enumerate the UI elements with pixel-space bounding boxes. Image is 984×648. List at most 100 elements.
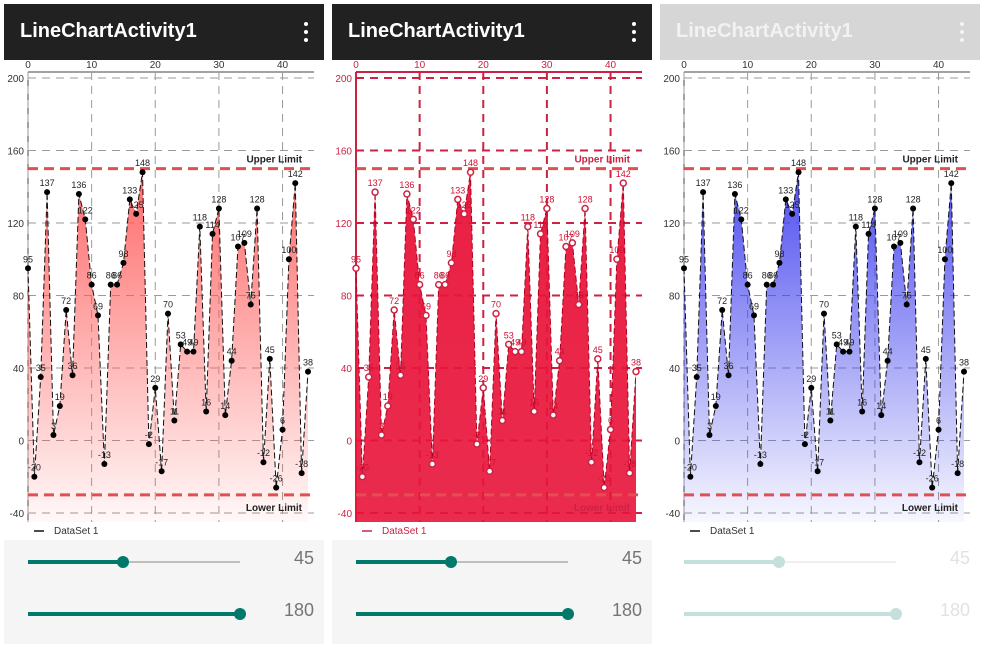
- range-slider[interactable]: [28, 604, 246, 624]
- data-point: [789, 210, 796, 217]
- screen-panel-3: LineChartActivity1 0 10 20 30 40 -40 0 40 80 120 1…: [660, 4, 980, 644]
- count-slider[interactable]: [356, 552, 568, 572]
- slider-thumb[interactable]: [234, 608, 246, 620]
- slider-thumb[interactable]: [890, 608, 902, 620]
- range-slider[interactable]: [684, 604, 902, 624]
- line-chart[interactable]: 0 10 20 30 40 -40 0 40 80 120 160 200 Upper Limit Low…: [332, 60, 652, 540]
- data-point: [44, 189, 51, 196]
- range-slider[interactable]: [356, 604, 574, 624]
- line-chart[interactable]: 0 10 20 30 40 -40 0 40 80 120 160 200 Upper Limit Low…: [4, 60, 324, 540]
- data-label: 148: [791, 158, 806, 168]
- data-label: 136: [71, 180, 86, 190]
- more-vert-icon[interactable]: [630, 22, 638, 42]
- more-vert-icon[interactable]: [302, 22, 310, 42]
- y-tick-label: 0: [346, 436, 352, 447]
- data-label: 16: [201, 397, 211, 407]
- data-label: 19: [55, 392, 65, 402]
- data-point: [795, 169, 802, 176]
- data-label: 125: [457, 200, 472, 210]
- y-tick-label: -40: [10, 509, 25, 520]
- data-label: 133: [122, 185, 137, 195]
- count-slider[interactable]: [684, 552, 896, 572]
- data-label: 118: [849, 213, 863, 223]
- data-point: [305, 368, 311, 375]
- controls: 45 180: [660, 540, 980, 644]
- data-label: 38: [959, 358, 969, 368]
- data-point: [235, 243, 241, 250]
- range-value: 180: [611, 600, 642, 620]
- data-point: [434, 280, 443, 289]
- data-label: 29: [150, 374, 160, 384]
- app-title: LineChartActivity1: [20, 20, 197, 42]
- data-point: [738, 216, 745, 223]
- data-label: -18: [623, 459, 636, 469]
- limit-line-label: Lower Limit: [902, 503, 959, 514]
- slider-thumb[interactable]: [117, 556, 130, 568]
- data-point: [852, 223, 859, 230]
- series-area: [684, 172, 964, 522]
- slider-track: [684, 561, 896, 563]
- line-chart[interactable]: 0 10 20 30 40 -40 0 40 80 120 160 200 Upper Limit Low…: [660, 60, 980, 540]
- y-tick-label: 200: [663, 74, 680, 85]
- data-label: 107: [558, 233, 573, 243]
- slider-fill: [356, 560, 452, 564]
- data-point: [88, 281, 95, 288]
- range-value: 180: [283, 600, 314, 620]
- data-point: [562, 242, 570, 251]
- data-label: -13: [754, 450, 767, 460]
- y-tick-label: 40: [669, 364, 681, 375]
- data-point: [530, 407, 538, 416]
- data-point: [56, 403, 63, 410]
- app-bar: LineChartActivity1: [660, 4, 980, 60]
- data-label: 95: [23, 254, 33, 264]
- data-label: 86: [743, 271, 753, 281]
- data-label: 118: [521, 213, 535, 223]
- data-label: 86: [87, 271, 97, 281]
- data-point: [536, 230, 545, 238]
- x-tick-label: 40: [277, 60, 289, 71]
- data-label: 86: [106, 271, 116, 281]
- data-point: [145, 441, 152, 448]
- count-slider[interactable]: [28, 552, 240, 572]
- data-label: -20: [28, 463, 41, 473]
- data-point: [744, 281, 751, 288]
- data-label: 3: [51, 421, 56, 431]
- data-point: [422, 311, 430, 320]
- data-point: [25, 265, 31, 272]
- data-point: [517, 347, 526, 356]
- data-label: 44: [227, 347, 237, 357]
- data-label: 86: [112, 271, 122, 281]
- data-label: 128: [539, 194, 554, 204]
- data-point: [884, 357, 891, 364]
- data-label: 137: [40, 178, 55, 188]
- data-label: 6: [936, 416, 941, 426]
- data-point: [260, 459, 267, 466]
- slider-fill: [28, 612, 240, 616]
- slider-track: [28, 561, 240, 563]
- y-tick-label: 40: [341, 364, 353, 375]
- more-vert-icon[interactable]: [958, 22, 966, 42]
- data-point: [441, 280, 449, 289]
- data-point: [63, 306, 70, 313]
- data-label: 107: [230, 233, 245, 243]
- x-tick-label: 0: [25, 60, 31, 71]
- data-point: [292, 180, 299, 187]
- controls: 45 180: [332, 540, 652, 644]
- limit-line-label: Upper Limit: [246, 155, 302, 166]
- data-label: -2: [801, 430, 809, 440]
- data-point: [782, 196, 789, 203]
- data-point: [403, 190, 411, 198]
- data-point: [606, 425, 615, 434]
- data-label: 49: [510, 338, 520, 348]
- data-point: [568, 239, 577, 247]
- app-bar: LineChartActivity1: [332, 4, 652, 60]
- data-label: 114: [533, 220, 547, 230]
- slider-thumb[interactable]: [773, 556, 786, 568]
- data-label: 133: [450, 185, 465, 195]
- screen-panel-1: LineChartActivity1 0 10 20 30 40 -40 0 40 80 120 1…: [4, 4, 324, 644]
- x-tick-label: 10: [742, 60, 754, 71]
- data-label: 6: [280, 416, 285, 426]
- slider-thumb[interactable]: [445, 556, 458, 568]
- slider-thumb[interactable]: [562, 608, 574, 620]
- slider-track: [356, 561, 568, 563]
